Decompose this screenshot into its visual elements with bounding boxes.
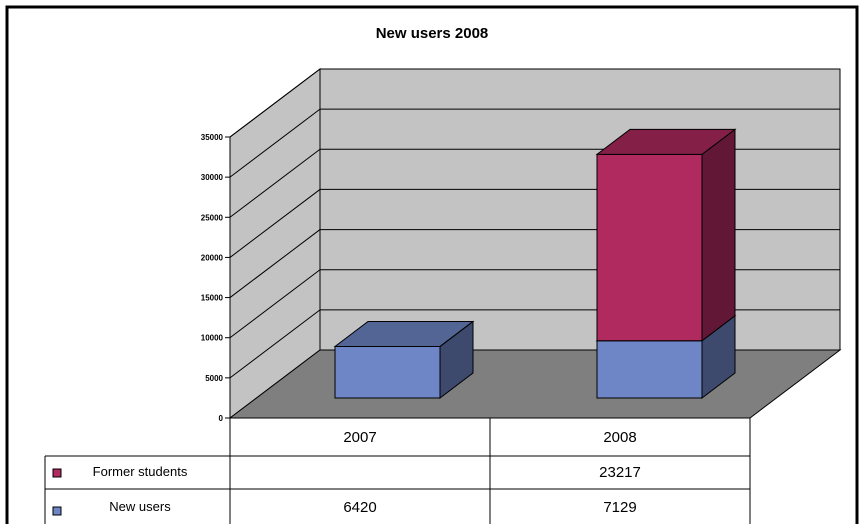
y-tick-label: 30000 <box>201 173 224 182</box>
legend-swatch-former-students <box>52 468 62 478</box>
data-table: 2007 2008 Former students 23217 New user… <box>44 418 751 524</box>
plot-walls <box>228 67 842 420</box>
bar-top-new-users-2007 <box>333 320 475 347</box>
y-axis: 0 5000 10000 15000 20000 25000 30000 35000 <box>201 133 230 423</box>
y-tick-label: 15000 <box>201 294 224 303</box>
gridline-side <box>229 269 321 339</box>
gridlines <box>229 68 840 379</box>
gridline-side <box>229 189 321 258</box>
gridline-side <box>229 108 321 178</box>
y-tick-label: 35000 <box>201 133 224 142</box>
table-grid <box>44 418 751 524</box>
gridline-side <box>229 229 321 298</box>
bars <box>333 128 737 400</box>
series-label-former-students: Former students <box>93 464 188 479</box>
floor <box>228 349 842 419</box>
legend-swatch-new-users <box>52 506 62 516</box>
bar-front-new-users-2007 <box>334 345 441 399</box>
category-label: 2007 <box>343 429 376 446</box>
gridline-side <box>229 68 321 138</box>
bar-front-new-users-2008 <box>596 340 703 399</box>
series-label-new-users: New users <box>109 499 171 514</box>
y-tick-label: 25000 <box>201 213 224 222</box>
table-cell: 6420 <box>343 499 376 516</box>
y-tick-label: 5000 <box>205 374 223 383</box>
gridline-side <box>229 309 321 379</box>
bar-side-former-students-2008 <box>701 128 736 342</box>
y-tick-label: 0 <box>219 414 224 423</box>
category-label: 2008 <box>603 429 636 446</box>
bar-top-former-students-2008 <box>595 128 737 155</box>
table-cell: 7129 <box>603 499 636 516</box>
gridline-side <box>229 148 321 218</box>
back-wall <box>319 68 841 351</box>
y-tick-label: 10000 <box>201 334 224 343</box>
table-cell: 23217 <box>599 464 641 481</box>
bar-front-former-students-2008 <box>596 153 703 342</box>
y-tick-label: 20000 <box>201 253 224 262</box>
chart-title: New users 2008 <box>376 25 489 42</box>
